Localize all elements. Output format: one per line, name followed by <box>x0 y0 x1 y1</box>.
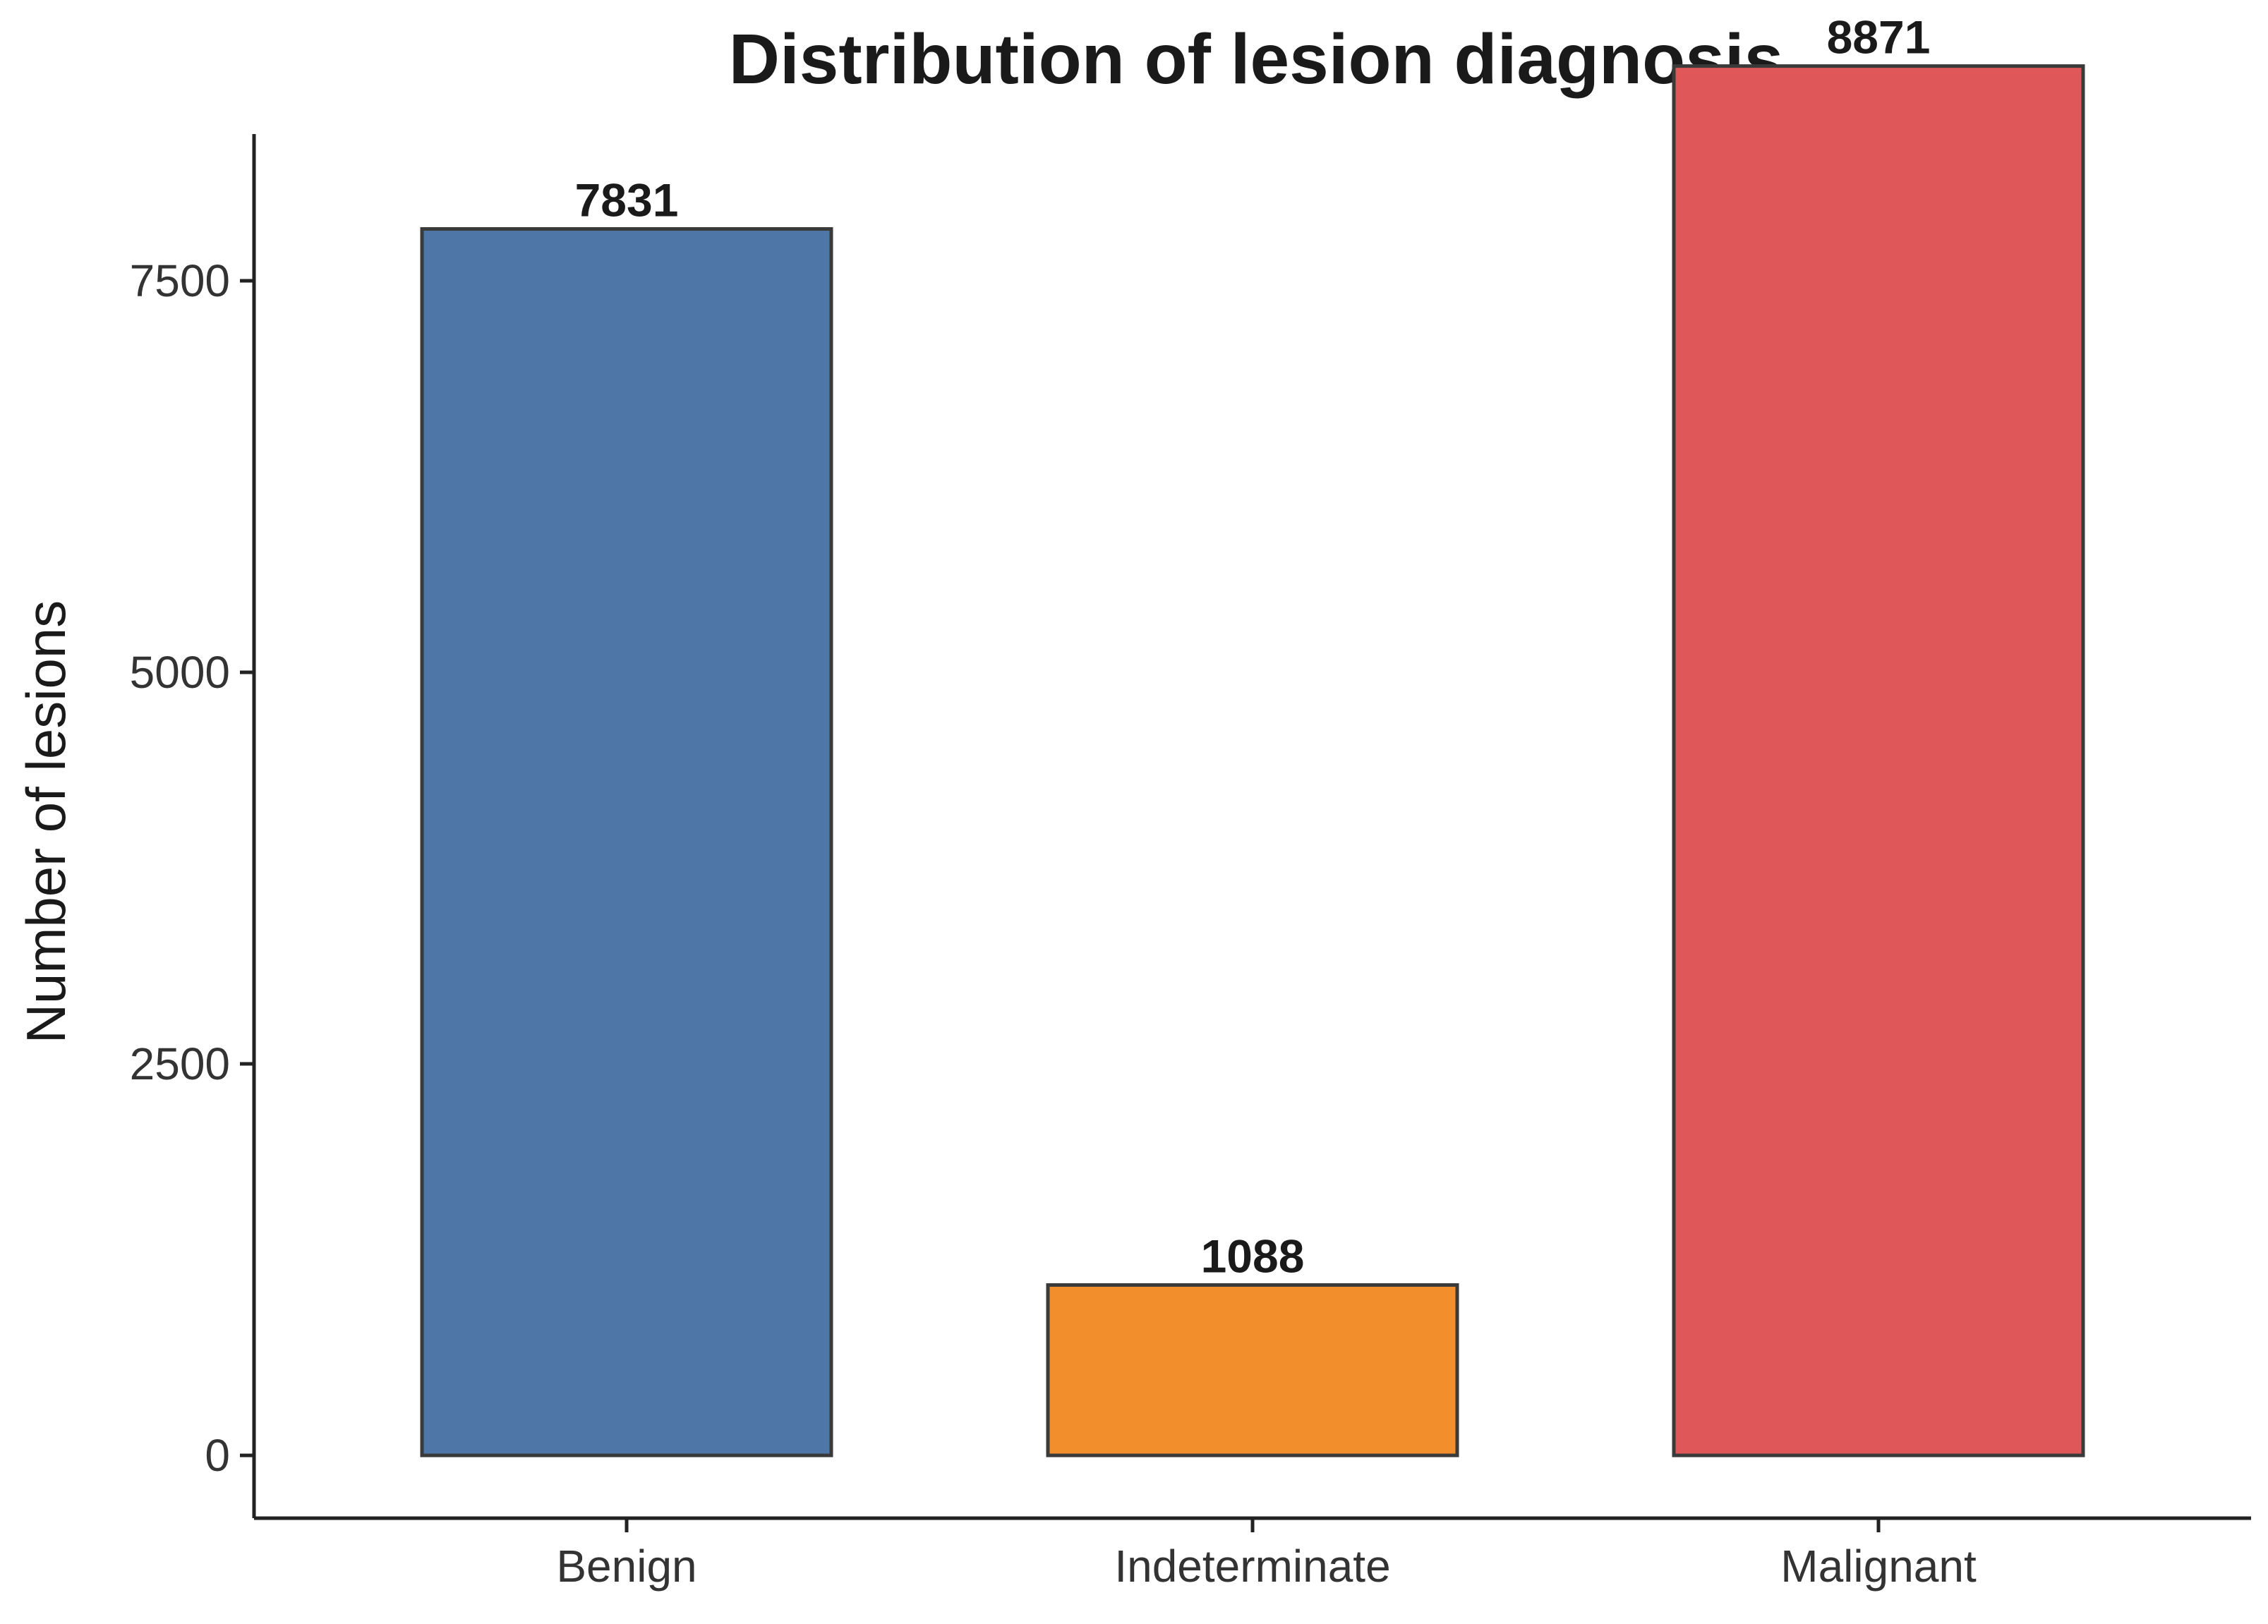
y-tick-label: 2500 <box>130 1038 230 1089</box>
y-axis-label: Number of lesions <box>15 600 77 1044</box>
bar-malignant <box>1672 64 2085 1458</box>
data-label: 7831 <box>575 174 679 226</box>
x-tick-label: Indeterminate <box>1114 1541 1390 1592</box>
chart-title: Distribution of lesion diagnosis <box>729 20 1783 99</box>
y-tick-label: 5000 <box>130 647 230 698</box>
plot-area: 0 2500 5000 7500 7831 Benign 1088 Indeterminate… <box>130 11 2251 1592</box>
bar-benign <box>420 227 833 1458</box>
data-label: 1088 <box>1201 1230 1305 1282</box>
x-tick-label: Malignant <box>1780 1541 1977 1592</box>
bar-indeterminate <box>1046 1283 1459 1458</box>
y-tick-label: 7500 <box>130 255 230 306</box>
y-tick-label: 0 <box>205 1430 230 1481</box>
data-label: 8871 <box>1827 11 1931 63</box>
x-tick-label: Benign <box>556 1541 696 1592</box>
